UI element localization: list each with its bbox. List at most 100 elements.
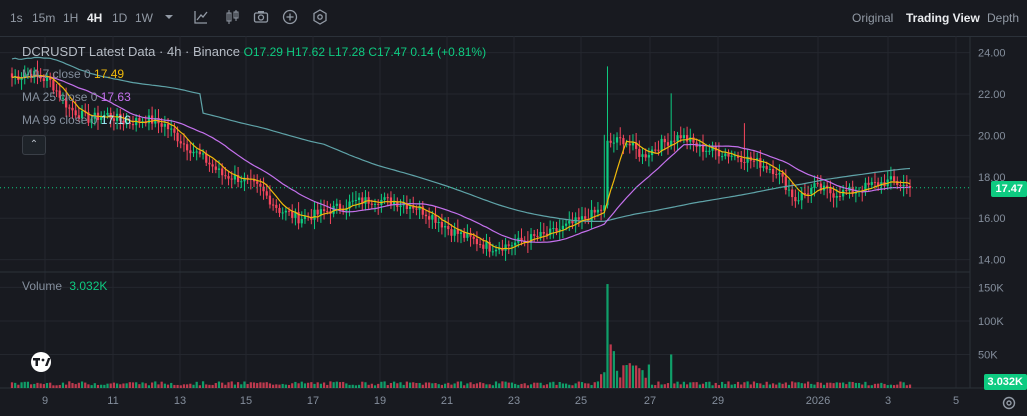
- ma25-legend: MA 25 close 0 17.63: [22, 90, 131, 104]
- volume-label: Volume: [22, 279, 63, 293]
- line-tool-icon[interactable]: [193, 9, 209, 25]
- candle-body: [456, 229, 459, 234]
- volume-bar: [316, 382, 319, 388]
- candle-body: [236, 174, 240, 183]
- volume-bar: [845, 384, 848, 388]
- volume-tick-label: 100K: [978, 316, 1004, 328]
- chevron-down-icon[interactable]: [163, 11, 175, 23]
- candle-body: [192, 151, 195, 154]
- camera-icon[interactable]: [253, 9, 269, 25]
- candle-body: [781, 173, 784, 177]
- volume-bar: [711, 385, 714, 388]
- candle-body: [466, 233, 469, 238]
- candle-body: [354, 200, 358, 202]
- volume-bar: [829, 382, 832, 388]
- view-trading-view[interactable]: Trading View: [906, 11, 980, 25]
- interval-15m[interactable]: 15m: [32, 11, 56, 25]
- candle-body: [682, 134, 686, 139]
- volume-tick-label: 50K: [978, 349, 998, 361]
- candle-body: [80, 110, 84, 119]
- candle-type-icon[interactable]: [224, 9, 240, 25]
- candle-body: [77, 115, 80, 119]
- settings-icon[interactable]: [312, 9, 328, 25]
- ma25-value: 17.63: [100, 90, 131, 104]
- candle-body: [138, 118, 141, 122]
- volume-bar: [768, 384, 772, 388]
- volume-bar: [517, 384, 520, 388]
- candle-body: [29, 73, 33, 78]
- interval-4h[interactable]: 4H: [87, 11, 103, 25]
- view-depth[interactable]: Depth: [987, 11, 1020, 25]
- candle-body: [631, 142, 635, 146]
- time-tick-label: 13: [174, 395, 186, 407]
- volume-bar: [571, 385, 574, 388]
- volume-bar: [14, 382, 17, 388]
- candle-body: [902, 184, 905, 187]
- candle-body: [717, 150, 721, 157]
- volume-bar: [561, 383, 565, 388]
- volume-bar: [338, 382, 342, 388]
- volume-bar: [756, 383, 759, 388]
- volume-bar: [816, 382, 819, 388]
- volume-bar: [10, 382, 14, 388]
- interval-1w[interactable]: 1W: [135, 11, 153, 25]
- add-indicator-icon[interactable]: [282, 9, 298, 25]
- ma7-value: 17.49: [94, 67, 125, 81]
- volume-bar: [141, 382, 144, 388]
- candle-body: [26, 73, 30, 76]
- volume-bar: [33, 383, 36, 388]
- candle-body: [599, 209, 603, 211]
- candle-body: [100, 116, 103, 120]
- volume-bar: [383, 381, 386, 388]
- time-tick-label: 9: [42, 395, 48, 407]
- volume-bar: [103, 384, 106, 388]
- volume-bar: [428, 382, 431, 388]
- volume-bar: [61, 382, 65, 388]
- volume-bar: [552, 381, 555, 388]
- candle-body: [240, 181, 243, 183]
- volume-bar: [26, 381, 30, 388]
- candle-body: [628, 143, 631, 146]
- candle-body: [377, 203, 380, 205]
- volume-bar: [889, 384, 893, 388]
- time-tick-label: 2026: [806, 395, 830, 407]
- candle-body: [71, 107, 74, 111]
- candle-body: [36, 70, 39, 76]
- interval-1s[interactable]: 1s: [10, 11, 23, 25]
- volume-legend: Volume 3.032K: [22, 279, 107, 293]
- chart-settings-icon[interactable]: [1001, 395, 1017, 411]
- volume-bar: [71, 383, 74, 388]
- volume-bar: [377, 383, 380, 388]
- volume-bar: [494, 381, 498, 388]
- volume-bar: [673, 383, 676, 388]
- collapse-legend-button[interactable]: ⌃: [22, 135, 46, 155]
- volume-bar: [240, 384, 243, 388]
- ma99-line: [11, 56, 911, 222]
- view-original[interactable]: Original: [852, 11, 894, 25]
- candlestick-chart[interactable]: 24.00 22.00 20.00 18.00 16.00 14.00 150K 100K 50…: [0, 36, 1027, 416]
- candle-body: [657, 149, 660, 151]
- volume-bar: [466, 383, 469, 388]
- volume-bar: [154, 381, 157, 388]
- interval-1h[interactable]: 1H: [63, 11, 79, 25]
- volume-bar: [166, 384, 170, 388]
- ma25-line: [11, 75, 911, 243]
- volume-bar: [357, 384, 361, 388]
- interval-1d[interactable]: 1D: [112, 11, 128, 25]
- volume-bar: [319, 383, 323, 388]
- volume-bar: [689, 382, 692, 388]
- candle-body: [870, 182, 873, 185]
- candle-body: [453, 229, 456, 236]
- volume-bar: [49, 382, 52, 388]
- candle-body: [205, 153, 208, 163]
- candle-body: [275, 204, 278, 208]
- candle-body: [794, 197, 797, 202]
- candle-body: [845, 190, 848, 192]
- candle-body: [638, 148, 641, 157]
- candle-body: [787, 189, 791, 191]
- candle-body: [619, 137, 622, 139]
- candle-body: [800, 193, 803, 201]
- candle-body: [74, 110, 77, 116]
- volume-bar: [619, 377, 622, 388]
- volume-bar: [421, 384, 424, 388]
